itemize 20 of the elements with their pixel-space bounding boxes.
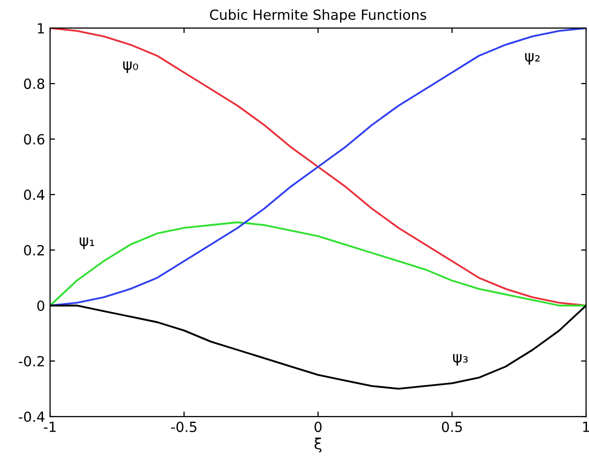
x-tick-label: -1: [44, 422, 56, 432]
x-tick-label: -0.5: [171, 422, 196, 432]
x-axis-title: ξ: [314, 438, 322, 452]
y-tick-label: 0.8: [24, 78, 44, 90]
y-tick-label: 0.2: [24, 245, 44, 256]
series-label: ψ₀: [123, 61, 138, 73]
series-label: ψ₁: [80, 238, 94, 250]
series-label: ψ₂: [525, 53, 540, 65]
line-series: [50, 221, 586, 306]
x-tick-label: 0: [314, 422, 322, 432]
y-tick-label: -0.2: [18, 356, 44, 367]
y-tick-label: 0.6: [24, 134, 44, 145]
chart-title: Cubic Hermite Shape Functions: [210, 9, 426, 23]
y-tick-label: 1: [38, 23, 44, 34]
x-tick-label: 0.5: [442, 422, 462, 432]
y-tick-label: 0.4: [24, 190, 44, 200]
y-tick-label: -0.4: [18, 411, 44, 422]
series-label: ψ₃: [453, 354, 468, 366]
x-tick-label: 1: [583, 422, 589, 432]
y-tick-label: 0: [37, 300, 44, 312]
